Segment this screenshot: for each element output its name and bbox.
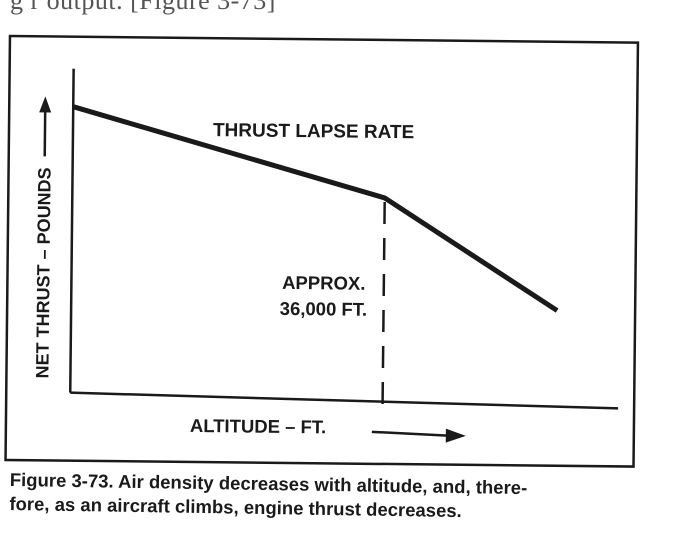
y-axis-arrow-shaft [43,108,47,157]
y-axis-arrow-icon [39,96,52,113]
annotation-line1: APPROX. [282,272,365,294]
x-axis-arrow-shaft [371,430,448,437]
x-axis-label: ALTITUDE – FT. [190,415,327,437]
thrust-lapse-chart: THRUST LAPSE RATE APPROX. 36,000 FT. NET… [4,34,640,468]
x-axis [70,391,619,410]
annotation-line2: 36,000 FT. [280,298,368,320]
chart-border [4,34,640,468]
chart-frame: THRUST LAPSE RATE APPROX. 36,000 FT. NET… [3,34,640,471]
top-cropped-text: g r output. [Figure 3-73] [10,0,276,15]
altitude-marker-line [381,201,386,410]
y-axis-label: NET THRUST – POUNDS [32,167,54,378]
x-axis-arrow-icon [445,428,466,443]
y-axis [68,68,75,393]
y-axis-label-group: NET THRUST – POUNDS [32,96,55,378]
series-line-thrust-lapse-rate [72,104,559,313]
figure-caption: Figure 3-73. Air density decreases with … [9,468,670,526]
series-label: THRUST LAPSE RATE [213,120,414,143]
